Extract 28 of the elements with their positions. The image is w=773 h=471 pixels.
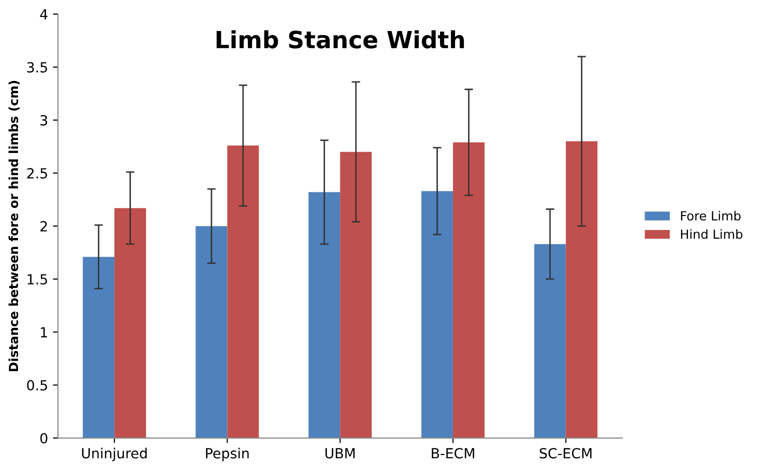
bar — [114, 208, 146, 438]
y-tick-label: 2 — [40, 221, 47, 232]
x-tick-label: B-ECM — [432, 448, 474, 459]
y-tick-label: 3.5 — [27, 62, 48, 73]
y-tick-label: 4 — [40, 9, 48, 20]
x-tick-label: SC-ECM — [540, 448, 592, 459]
bar — [196, 226, 228, 438]
legend-label: Fore Limb — [681, 210, 741, 221]
bar — [421, 191, 453, 438]
y-tick-label: 1.5 — [28, 274, 48, 285]
y-tick-label: 2.5 — [27, 168, 48, 179]
bar — [534, 244, 566, 438]
text: Limb Stance Width — [216, 30, 464, 49]
x-tick-label: UBM — [325, 448, 355, 459]
legend-label: Hind Limb — [681, 229, 742, 239]
bar — [308, 192, 340, 438]
bar — [452, 142, 485, 438]
y-tick-label: 1 — [40, 327, 47, 338]
y-tick-label: 0 — [40, 433, 48, 444]
x-tick-label: Uninjured — [82, 448, 147, 462]
y-tick-label: 0.5 — [27, 380, 48, 391]
x-tick-label: Pepsin — [206, 448, 249, 462]
y-axis-title: Distance between fore or hind limbs (cm) — [8, 80, 20, 372]
y-tick-label: 3 — [40, 115, 48, 126]
bar — [340, 152, 372, 438]
bar — [566, 141, 598, 438]
bar — [82, 256, 114, 438]
bar — [227, 146, 259, 438]
